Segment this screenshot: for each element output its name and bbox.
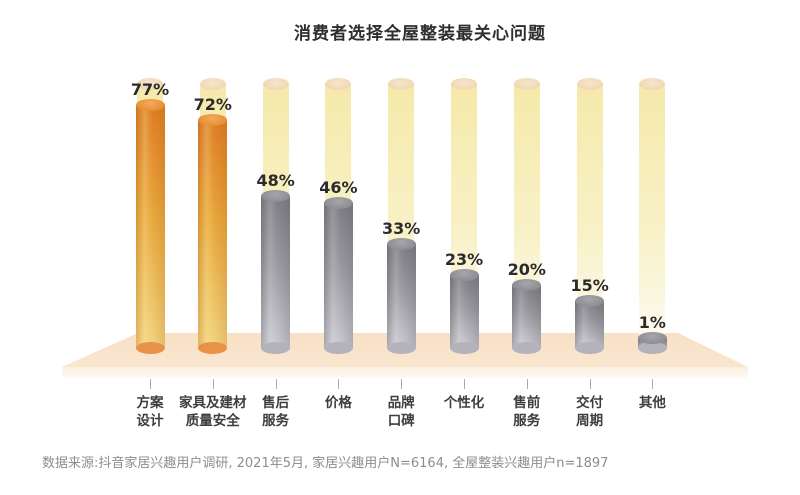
bar-value-label: 72%	[193, 95, 232, 115]
bar-background-cap	[199, 78, 226, 90]
bar-fill	[449, 275, 479, 348]
bar-background-cap	[639, 78, 666, 90]
axis-tick	[652, 379, 654, 389]
axis-tick	[464, 379, 465, 389]
bar-top-cap	[198, 114, 228, 127]
category-label: 售前 服务	[513, 395, 541, 429]
bar-value-label: 46%	[319, 177, 358, 197]
category-label: 个性化	[443, 395, 485, 411]
category-label: 家具及建材 质量安全	[179, 395, 247, 429]
bar-background-track	[639, 84, 666, 348]
bar-top-cap	[449, 269, 479, 282]
bar-base-ellipse	[198, 342, 228, 354]
category-label: 品牌 口碑	[387, 395, 415, 429]
category-label: 交付 周期	[576, 395, 604, 429]
bar-fill	[261, 196, 291, 348]
bar-top-cap	[323, 196, 353, 209]
bar-top-cap	[386, 237, 416, 250]
data-source-note: 数据来源:抖音家居兴趣用户调研, 2021年5月, 家居兴趣用户N=6164, …	[42, 456, 609, 471]
bar-background-cap	[137, 78, 163, 90]
bar-top-cap	[135, 98, 165, 111]
bar-base-ellipse	[449, 342, 479, 354]
axis-tick	[150, 379, 151, 389]
bar-base-ellipse	[261, 342, 291, 354]
bar-base-ellipse	[135, 342, 165, 354]
axis-tick	[401, 379, 403, 389]
bar-background-cap	[388, 78, 415, 90]
bar-background-cap	[262, 78, 289, 90]
bar-fill	[386, 243, 416, 348]
bar-base-ellipse	[637, 342, 667, 354]
axis-tick	[589, 379, 591, 389]
axis-tick	[338, 379, 340, 389]
bar-background-cap	[576, 78, 603, 90]
axis-tick	[212, 379, 214, 389]
bar-fill	[135, 104, 165, 348]
bar-fill	[575, 300, 605, 348]
platform-front-edge	[62, 367, 748, 378]
axis-tick	[275, 379, 277, 389]
bar-base-ellipse	[512, 342, 542, 354]
bar-value-label: 33%	[382, 218, 421, 238]
bar-fill	[323, 202, 353, 348]
axis-tick	[526, 379, 528, 389]
bar-background-cap	[451, 78, 477, 90]
bar-background-cap	[325, 78, 352, 90]
bar-top-cap	[637, 332, 667, 344]
bar-background-cap	[513, 78, 540, 90]
bar-fill	[198, 120, 228, 348]
bar-base-ellipse	[575, 342, 605, 354]
bar-top-cap	[575, 294, 605, 307]
bar-top-cap	[261, 190, 291, 203]
bar-value-label: 77%	[130, 79, 170, 99]
chart-title: 消费者选择全屋整装最关心问题	[294, 24, 546, 44]
bar-value-label: 15%	[570, 275, 609, 295]
bar-value-label: 48%	[256, 171, 295, 191]
category-label: 价格	[324, 395, 352, 411]
bar-value-label: 1%	[638, 313, 666, 332]
bar-top-cap	[512, 278, 542, 291]
bar-base-ellipse	[386, 342, 416, 354]
bar-value-label: 20%	[507, 259, 546, 279]
category-label: 其他	[638, 395, 666, 411]
bar-fill	[512, 284, 542, 348]
bar-base-ellipse	[323, 342, 353, 354]
category-label: 售后 服务	[262, 395, 290, 429]
bar-value-label: 23%	[444, 250, 484, 270]
category-label: 方案 设计	[136, 395, 164, 429]
